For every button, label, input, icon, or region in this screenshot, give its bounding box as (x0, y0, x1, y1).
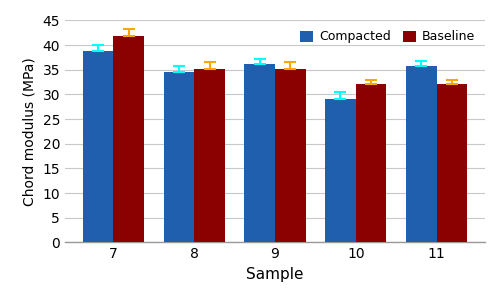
Bar (194, 69, 225, 242)
Bar (244, 64, 275, 242)
Bar (356, 84, 386, 242)
Bar (114, 36, 144, 242)
Bar (83, 51, 114, 242)
Bar (164, 72, 194, 242)
Bar (436, 84, 467, 242)
Legend: Compacted, Baseline: Compacted, Baseline (296, 27, 479, 47)
Bar (275, 69, 306, 242)
Bar (325, 99, 356, 242)
Bar (406, 66, 436, 242)
Y-axis label: Chord modulus (MPa): Chord modulus (MPa) (23, 57, 37, 206)
X-axis label: Sample: Sample (246, 267, 304, 282)
